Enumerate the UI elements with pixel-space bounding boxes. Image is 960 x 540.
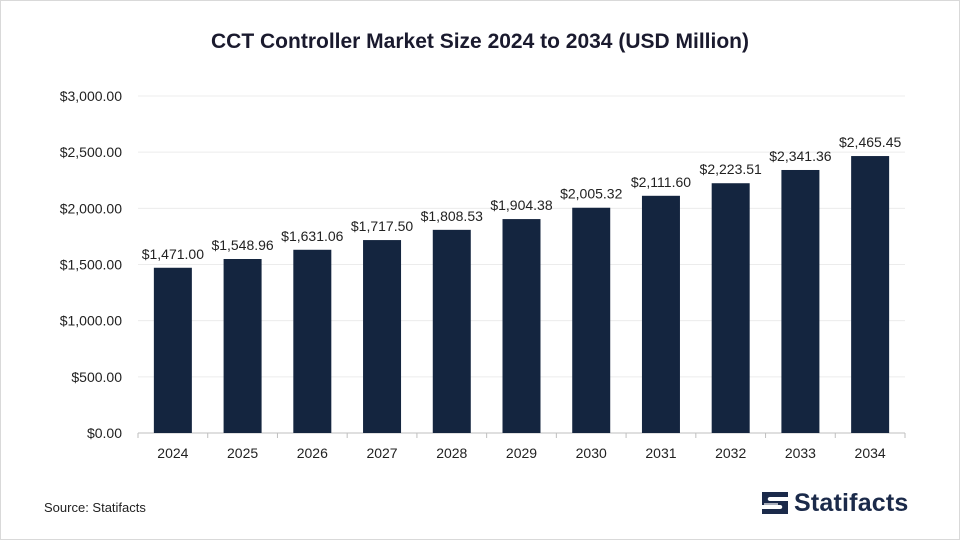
data-label: $2,465.45	[839, 134, 901, 150]
data-label: $1,717.50	[351, 218, 413, 234]
x-tick-label: 2024	[157, 445, 188, 461]
bar	[432, 229, 471, 433]
chart-title: CCT Controller Market Size 2024 to 2034 …	[211, 30, 749, 53]
brand-name: Statifacts	[794, 488, 909, 517]
bar	[781, 169, 820, 433]
data-label: $2,223.51	[700, 161, 762, 177]
bar	[851, 156, 890, 433]
y-tick-label: $500.00	[71, 369, 122, 385]
data-label: $1,548.96	[211, 237, 273, 253]
x-tick-label: 2033	[785, 445, 816, 461]
bar	[502, 219, 541, 433]
x-tick-label: 2032	[715, 445, 746, 461]
data-label: $2,341.36	[769, 148, 831, 164]
y-tick-label: $2,500.00	[60, 144, 122, 160]
statifacts-logo-icon	[762, 492, 788, 514]
bar	[641, 195, 680, 433]
x-tick-label: 2034	[855, 445, 886, 461]
data-label: $1,904.38	[490, 197, 552, 213]
data-label: $1,471.00	[142, 246, 204, 262]
x-tick-label: 2030	[576, 445, 607, 461]
source-note: Source: Statifacts	[44, 500, 146, 515]
y-tick-label: $2,000.00	[60, 200, 122, 216]
data-label: $2,005.32	[560, 186, 622, 202]
data-label: $2,111.60	[631, 174, 691, 190]
x-tick-label: 2025	[227, 445, 258, 461]
y-tick-label: $3,000.00	[60, 88, 122, 104]
x-tick-label: 2029	[506, 445, 537, 461]
brand-logo: Statifacts	[760, 486, 909, 520]
x-tick-label: 2031	[645, 445, 676, 461]
y-tick-label: $0.00	[87, 425, 122, 441]
x-tick-label: 2027	[366, 445, 397, 461]
bar	[153, 267, 192, 433]
bar	[711, 183, 750, 433]
bar	[572, 207, 611, 433]
bar	[363, 240, 402, 433]
data-label: $1,631.06	[281, 228, 343, 244]
x-tick-label: 2026	[297, 445, 328, 461]
bar	[223, 259, 262, 433]
y-tick-label: $1,500.00	[60, 257, 122, 273]
data-label: $1,808.53	[421, 208, 483, 224]
x-tick-label: 2028	[436, 445, 467, 461]
y-tick-label: $1,000.00	[60, 313, 122, 329]
bar	[293, 249, 332, 433]
